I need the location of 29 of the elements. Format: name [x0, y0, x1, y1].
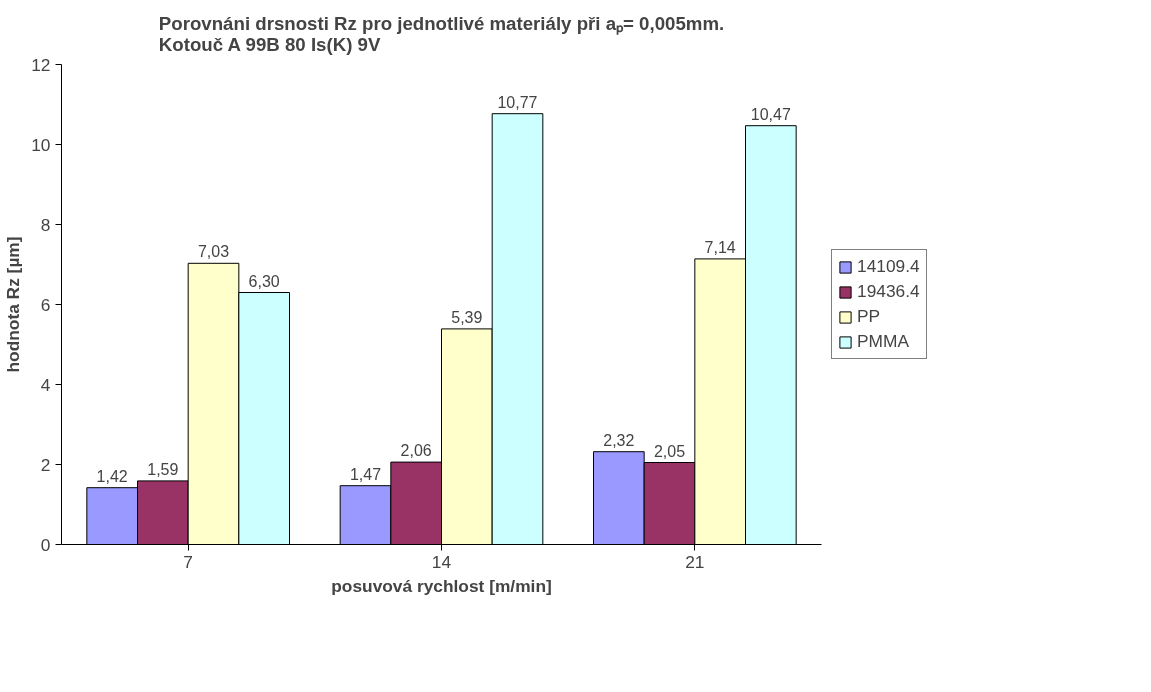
x-axis-title: posuvová rychlost [m/min] — [331, 575, 552, 596]
chart-title: Porovnáni drsnosti Rz pro jednotlivé materiály při aₚ= 0,005mm. Kotouč A 99B 80 Is(K) 9V — [158, 12, 725, 55]
data-label: 2,32 — [603, 431, 635, 449]
data-label: 10,47 — [750, 105, 791, 123]
y-axis-title: hodnota Rz [µm] — [3, 236, 24, 373]
y-tick-label: 12 — [31, 54, 51, 75]
y-tick-label: 8 — [40, 214, 51, 235]
y-tick-label: 6 — [40, 294, 51, 315]
legend-label: PMMA — [857, 331, 909, 352]
x-tick-label: 7 — [183, 551, 193, 572]
data-label: 2,05 — [653, 442, 686, 460]
legend-label: 14109.4 — [857, 256, 920, 277]
data-label: 1,47 — [349, 465, 382, 483]
data-label: 7,14 — [704, 238, 736, 256]
legend-label: PP — [857, 306, 881, 327]
data-label: 1,42 — [96, 467, 128, 485]
data-label: 7,03 — [197, 243, 230, 261]
y-tick-label: 0 — [40, 534, 51, 555]
y-tick-label: 2 — [40, 454, 51, 475]
data-label: 2,06 — [400, 442, 432, 460]
data-label: 10,77 — [497, 93, 538, 111]
x-tick-label: 21 — [685, 551, 705, 572]
legend-label: 19436.4 — [857, 281, 920, 302]
y-tick-label: 10 — [31, 134, 51, 155]
x-tick-label: 14 — [431, 551, 452, 572]
data-label: 1,59 — [147, 460, 179, 478]
y-tick-label: 4 — [40, 374, 51, 395]
data-label: 6,30 — [248, 272, 280, 290]
data-label: 5,39 — [451, 308, 483, 326]
